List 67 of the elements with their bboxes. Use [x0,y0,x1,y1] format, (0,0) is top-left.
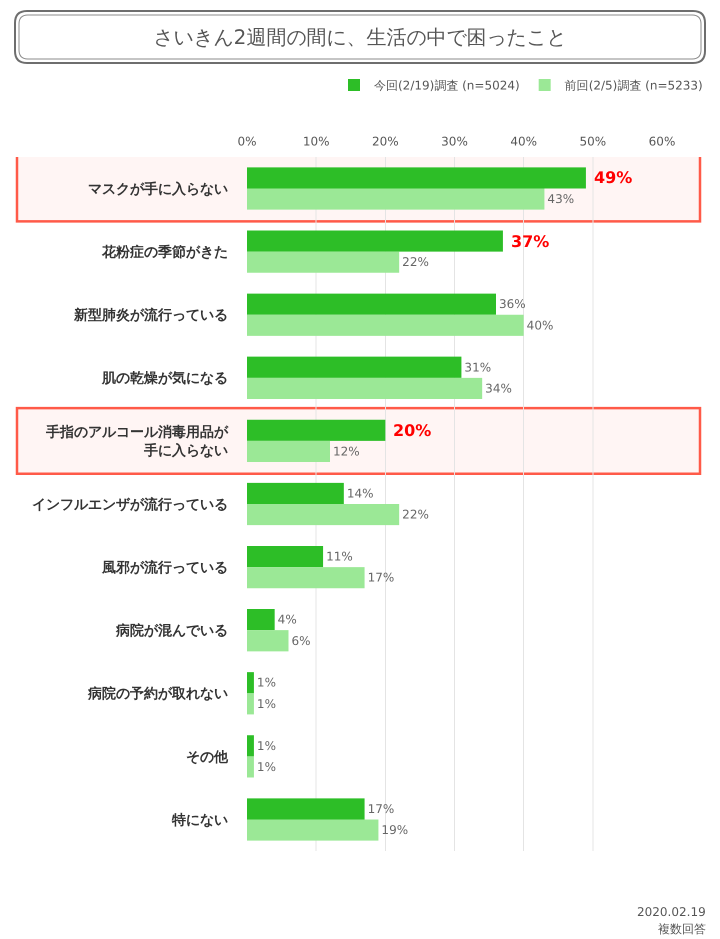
y-tick-label: 風邪が流行っている [101,558,228,576]
bar [247,798,365,820]
bar [247,819,378,841]
bar [247,230,503,252]
data-label: 19% [381,823,408,838]
annotation: 49% [594,168,632,187]
data-label: 1% [256,676,276,690]
chart-title: さいきん2週間の間に、生活の中で困ったこと [154,25,566,49]
y-tick-label: 肌の乾燥が気になる [101,370,228,387]
bar [247,167,586,189]
x-tick-label: 30% [441,134,468,149]
bar [247,630,288,652]
data-label: 1% [256,738,276,753]
y-tick-label: 花粉症の季節がきた [101,244,228,261]
y-tick-label: 手指のアルコール消毒用品が手に入らない [45,424,229,459]
data-label: 36% [499,297,526,312]
y-tick-label: 特にない [171,812,228,828]
text: 複数回答 [658,922,706,936]
bar [247,482,344,504]
y-tick-label: 病院の予約が取れない [87,685,228,702]
data-label: 31% [464,360,492,374]
data-label: 22% [402,508,429,522]
data-label: 40% [526,318,554,332]
bar [247,440,330,462]
bar [247,378,482,399]
data-label: 14% [346,486,374,500]
y-tick-label: マスクが手に入らない [88,180,228,198]
x-tick-label: 40% [510,134,538,149]
x-tick-label: 0% [237,134,257,149]
data-label: 1% [256,696,276,711]
data-label: 17% [368,570,394,585]
data-label: 12% [333,444,360,458]
y-tick-label: 新型肺炎が流行っている [73,306,228,324]
y-tick-label: インフルエンザが流行っている [32,496,228,513]
data-label: 22% [402,255,429,270]
x-tick-label: 60% [648,134,676,149]
data-label: 6% [292,634,311,648]
data-label: 43% [547,192,574,206]
data-label: 4% [278,612,297,627]
bar [247,294,496,315]
data-label: 1% [256,760,276,774]
legend-label: 前回(2/5)調査 (n=5233) [564,78,703,93]
bar [247,609,275,630]
bar [247,672,254,694]
bar [247,314,524,336]
bar [247,420,386,441]
x-tick-label: 20% [372,134,399,149]
bar [247,188,544,210]
bar [247,735,254,756]
bar [247,252,400,273]
y-tick-label: その他 [186,749,229,766]
text: 2020.02.19 [637,905,706,919]
data-label: 17% [368,802,394,816]
data-label: 34% [485,381,512,396]
annotation: 20% [393,421,432,440]
bar [247,756,254,778]
legend-label: 今回(2/19)調査 (n=5024) [374,78,520,93]
bar [247,356,462,378]
bar [247,567,365,588]
x-tick-label: 10% [302,134,330,149]
bar [247,546,324,568]
data-label: 11% [326,550,353,564]
bar [247,504,400,526]
annotation: 37% [511,232,550,251]
x-tick-label: 50% [579,134,606,149]
bar [247,693,254,714]
y-tick-label: 病院が混んでいる [115,622,228,640]
